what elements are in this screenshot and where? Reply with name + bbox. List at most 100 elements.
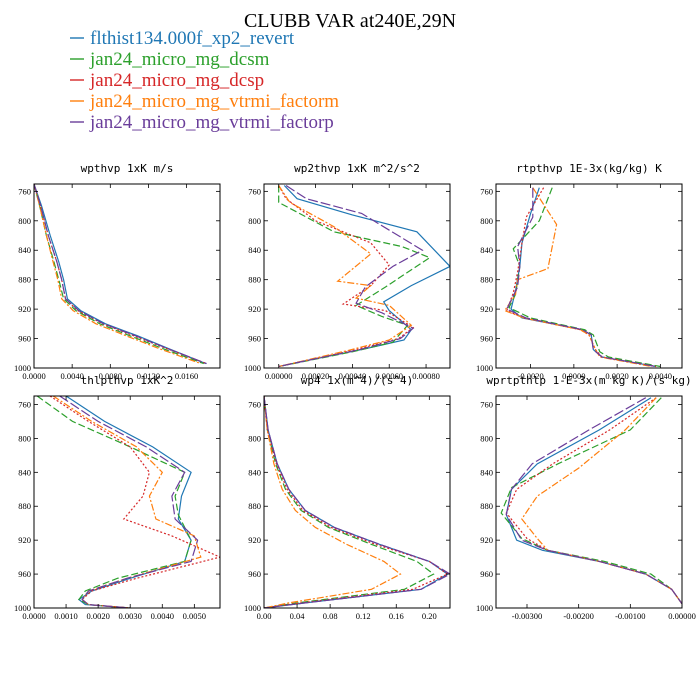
y-tick-label: 840 <box>248 467 261 477</box>
y-tick-label: 920 <box>480 535 493 545</box>
series-line-4 <box>503 187 652 368</box>
series-line-4 <box>278 185 413 368</box>
x-tick-label: 0.0010 <box>54 611 77 621</box>
y-tick-label: 960 <box>480 569 493 579</box>
panel-3: rtpthvp 1E-3x(kg/kg) K 760 800 840 880 920 960… <box>476 162 683 381</box>
y-tick-label: 880 <box>248 501 261 511</box>
panel-title: wprtpthlp 1-E-3x(m kg K)/(s kg) <box>486 374 691 387</box>
series-line-4 <box>34 184 202 365</box>
series-line-3 <box>264 396 449 608</box>
y-tick-label: 920 <box>248 304 261 314</box>
x-tick-label: 0.00000 <box>668 611 696 621</box>
x-tick-label: 0.0020 <box>605 371 628 381</box>
x-tick-label: 0.0040 <box>60 371 83 381</box>
y-tick-label: 960 <box>18 334 31 344</box>
series-line-3 <box>505 397 682 605</box>
plot-frame <box>263 395 451 609</box>
legend-label: flthist134.000f_xp2_revert <box>90 28 295 49</box>
series-line-2 <box>500 397 682 605</box>
x-tick-label: 0.0040 <box>151 611 174 621</box>
x-tick-label: 0.0000 <box>22 371 45 381</box>
series-line-5 <box>59 396 199 608</box>
x-tick-label: 0.00040 <box>339 371 367 381</box>
legend-label: jan24_micro_mg_dcsm <box>89 49 270 70</box>
x-tick-label: 0.20 <box>422 611 437 621</box>
panel-2: wp2thvp 1xK m^2/s^2 760 800 840 880 920 960 100… <box>244 162 451 381</box>
panel-title: wpthvp 1xK m/s <box>81 162 174 175</box>
y-tick-label: 880 <box>18 275 31 285</box>
panel-5: wp4 1x(m^4)/(s^4)76080084088092096010000… <box>244 374 451 621</box>
y-tick-label: 760 <box>248 186 261 196</box>
series-line-1 <box>65 396 192 608</box>
legend-label: jan24_micro_mg_vtrmi_factorm <box>89 91 339 112</box>
y-tick-label: 800 <box>248 433 261 443</box>
y-tick-label: 880 <box>480 501 493 511</box>
y-tick-label: 800 <box>18 433 31 443</box>
x-tick-label: 0.16 <box>389 611 404 621</box>
series-line-1 <box>264 396 449 608</box>
series-line-2 <box>34 184 205 365</box>
y-tick-label: 880 <box>480 275 493 285</box>
x-tick-label: -0.00200 <box>563 611 593 621</box>
x-tick-label: 0.08 <box>323 611 338 621</box>
x-tick-label: 0.00060 <box>375 371 403 381</box>
panel-6: wprtpthlp 1-E-3x(m kg K)/(s kg) 760 800 840… <box>476 374 696 621</box>
panel-title: wp2thvp 1xK m^2/s^2 <box>294 162 420 175</box>
y-tick-label: 920 <box>18 535 31 545</box>
y-tick-label: 760 <box>480 399 493 409</box>
y-tick-label: 840 <box>480 467 493 477</box>
legend-item: jan24_micro_mg_dcsm <box>70 49 270 70</box>
x-tick-label: -0.0020 <box>517 371 543 381</box>
x-tick-label: 0.0080 <box>99 371 122 381</box>
series-line-1 <box>505 397 682 605</box>
series-line-5 <box>34 184 207 365</box>
y-tick-label: 840 <box>248 245 261 255</box>
y-tick-label: 920 <box>248 535 261 545</box>
y-tick-label: 920 <box>480 304 493 314</box>
series-line-3 <box>506 187 657 368</box>
series-line-2 <box>508 187 661 368</box>
series-line-5 <box>505 187 657 368</box>
x-tick-label: 0.0020 <box>86 611 109 621</box>
y-tick-label: 760 <box>248 399 261 409</box>
series-line-3 <box>278 185 415 368</box>
y-tick-label: 920 <box>18 304 31 314</box>
y-tick-label: 800 <box>18 216 31 226</box>
y-tick-label: 1000 <box>244 603 261 613</box>
y-tick-label: 1000 <box>14 363 31 373</box>
x-tick-label: 0.12 <box>356 611 371 621</box>
y-tick-label: 1000 <box>14 603 31 613</box>
legend-item: flthist134.000f_xp2_revert <box>70 28 295 49</box>
y-tick-label: 960 <box>18 569 31 579</box>
y-tick-label: 840 <box>18 245 31 255</box>
y-tick-label: 960 <box>480 334 493 344</box>
y-tick-label: 800 <box>480 216 493 226</box>
y-tick-label: 1000 <box>476 603 493 613</box>
series-line-3 <box>49 396 220 608</box>
legend-item: jan24_micro_mg_dcsp <box>70 70 264 91</box>
x-tick-label: 0.0000 <box>562 371 585 381</box>
y-tick-label: 1000 <box>476 363 493 373</box>
x-tick-label: 0.00020 <box>302 371 330 381</box>
series-line-4 <box>52 396 202 608</box>
y-tick-label: 800 <box>480 433 493 443</box>
plot-frame <box>33 183 221 369</box>
panel-title: wp4 1x(m^4)/(s^4) <box>301 374 414 387</box>
figure-title: CLUBB VAR at240E,29N <box>244 10 456 32</box>
x-tick-label: 0.04 <box>290 611 306 621</box>
x-tick-label: 0.0030 <box>119 611 142 621</box>
y-tick-label: 840 <box>18 467 31 477</box>
plot-frame <box>33 395 221 609</box>
y-tick-label: 760 <box>18 399 31 409</box>
series-line-5 <box>264 396 450 608</box>
y-tick-label: 1000 <box>244 363 261 373</box>
plot-frame <box>263 183 451 369</box>
y-tick-label: 960 <box>248 569 261 579</box>
x-tick-label: 0.00 <box>257 611 272 621</box>
series-line-5 <box>505 397 682 605</box>
y-tick-label: 800 <box>248 216 261 226</box>
y-tick-label: 840 <box>480 245 493 255</box>
plot-frame <box>495 395 683 609</box>
series-line-2 <box>36 396 192 608</box>
